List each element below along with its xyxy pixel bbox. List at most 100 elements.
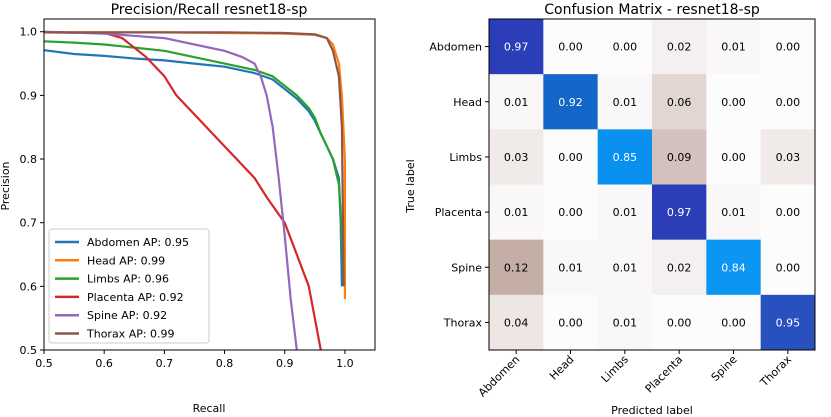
cm-cell (652, 74, 707, 130)
pr-legend-label: Limbs AP: 0.96 (87, 273, 169, 286)
pr-y-tick-label: 0.6 (20, 280, 38, 293)
pr-legend-label: Spine AP: 0.92 (87, 309, 167, 322)
pr-ylabel: Precision (0, 161, 12, 210)
cm-cell-value: 0.00 (558, 151, 583, 164)
cm-cell (543, 129, 599, 185)
cm-cell-value: 0.00 (776, 96, 801, 109)
cm-cell (489, 74, 544, 130)
cm-cell-value: 0.00 (721, 316, 746, 329)
cm-cell-value: 0.12 (504, 261, 529, 274)
cm-cell (489, 184, 544, 241)
cm-cell (652, 129, 707, 185)
cm-cell (706, 19, 762, 75)
cm-ylabel: True label (404, 159, 417, 213)
cm-cell (706, 239, 762, 296)
cm-cell (760, 74, 816, 130)
cm-cells: 0.97 0.00 0.00 0.02 0.01 0.00 0.01 0.92 0.01 0.06… (489, 19, 816, 351)
cm-cell (760, 239, 816, 296)
cm-cell-value: 0.01 (504, 96, 529, 109)
cm-cell (489, 294, 544, 351)
cm-x-tick-label: Head (547, 353, 577, 383)
pr-legend-box (48, 228, 210, 344)
cm-cell-value: 0.02 (667, 41, 692, 54)
cm-y-tick-label: Spine (451, 261, 482, 274)
cm-y-tick-label: Head (453, 96, 482, 109)
cm-y-tick-label: Abdomen (429, 41, 482, 54)
cm-cell-value: 0.01 (504, 206, 529, 219)
cm-x-tick-label: Placenta (643, 353, 686, 396)
cm-y-tick-label: Thorax (443, 316, 483, 329)
cm-cell-value: 0.97 (504, 41, 529, 54)
pr-legend-label: Placenta AP: 0.92 (87, 291, 184, 304)
pr-ticks: 0.5 0.6 0.7 0.8 0.9 1.0 0.5 0.6 0.7 0.8 0.9 1.0 (20, 26, 354, 370)
cm-cell-value: 0.97 (667, 206, 692, 219)
cm-cell-value: 0.00 (776, 41, 801, 54)
pr-lines (43, 30, 346, 351)
cm-y-tick-label: Limbs (449, 151, 482, 164)
cm-cell-value: 0.00 (613, 41, 638, 54)
cm-cell (597, 184, 653, 241)
pr-y-tick-label: 0.8 (20, 153, 38, 166)
pr-legend: Abdomen AP: 0.95 Head AP: 0.99 Limbs AP: 0… (48, 228, 210, 344)
pr-x-tick-label: 0.9 (276, 357, 294, 370)
cm-cell-value: 0.09 (667, 151, 692, 164)
cm-cell-value: 0.00 (558, 41, 583, 54)
cm-cell-value: 0.00 (558, 316, 583, 329)
pr-series-line-6 (44, 31, 345, 287)
cm-cell (489, 19, 544, 75)
cm-cell (706, 294, 762, 351)
pr-xlabel: Recall (193, 402, 226, 415)
confusion-matrix: Confusion Matrix - resnet18-sp 0.97 0.00 0… (404, 2, 816, 417)
cm-cell-value: 0.00 (776, 206, 801, 219)
cm-frame (488, 18, 816, 351)
cm-cell-value: 0.00 (721, 151, 746, 164)
cm-cell-value: 0.01 (613, 206, 638, 219)
pr-x-tick-label: 0.5 (35, 357, 53, 370)
cm-cell-value: 0.00 (667, 316, 692, 329)
cm-cell-value: 0.00 (721, 96, 746, 109)
cm-cell-value: 0.06 (667, 96, 692, 109)
cm-cell-value: 0.00 (776, 261, 801, 274)
cm-cell (652, 239, 707, 296)
pr-title: Precision/Recall resnet18-sp (111, 2, 308, 18)
cm-cell (489, 129, 544, 185)
cm-cell-value: 0.01 (613, 261, 638, 274)
pr-series-line-5 (43, 30, 298, 351)
cm-cell-value: 0.04 (504, 316, 529, 329)
cm-x-tick-label: Spine (709, 353, 740, 384)
cm-cell (597, 74, 653, 130)
cm-cell-value: 0.95 (776, 316, 801, 329)
cm-cell-value: 0.01 (613, 316, 638, 329)
pr-series-line-4 (43, 31, 322, 351)
pr-plot-frame (43, 18, 376, 351)
cm-cell-value: 0.03 (504, 151, 529, 164)
pr-y-tick-label: 0.9 (20, 89, 38, 102)
cm-cell (706, 74, 762, 130)
cm-cell-value: 0.84 (721, 261, 746, 274)
pr-legend-label: Head AP: 0.99 (87, 254, 165, 267)
cm-cell (489, 239, 544, 296)
pr-x-tick-label: 0.6 (95, 357, 113, 370)
cm-x-tick-label: Abdomen (476, 353, 522, 399)
cm-cell (760, 129, 816, 185)
cm-cell-value: 0.03 (776, 151, 801, 164)
pr-x-tick-label: 0.8 (216, 357, 234, 370)
cm-cell (543, 74, 599, 130)
cm-cell-value: 0.85 (613, 151, 638, 164)
cm-cell (652, 19, 707, 75)
cm-cell (760, 294, 816, 351)
cm-cell-value: 0.01 (613, 96, 638, 109)
cm-x-tick-label: Limbs (599, 353, 631, 385)
cm-cell (597, 129, 653, 185)
cm-cell-value: 0.01 (721, 206, 746, 219)
cm-cell (543, 19, 599, 75)
pr-legend-label: Thorax AP: 0.99 (86, 328, 175, 341)
pr-y-tick-label: 0.5 (20, 344, 38, 357)
cm-cell-value: 0.01 (558, 261, 583, 274)
cm-y-tick-labels: Abdomen Head Limbs Placenta Spine Thorax (429, 41, 489, 329)
cm-cell (597, 294, 653, 351)
cm-cell (760, 184, 816, 241)
cm-y-tick-label: Placenta (435, 206, 482, 219)
cm-cell (597, 239, 653, 296)
